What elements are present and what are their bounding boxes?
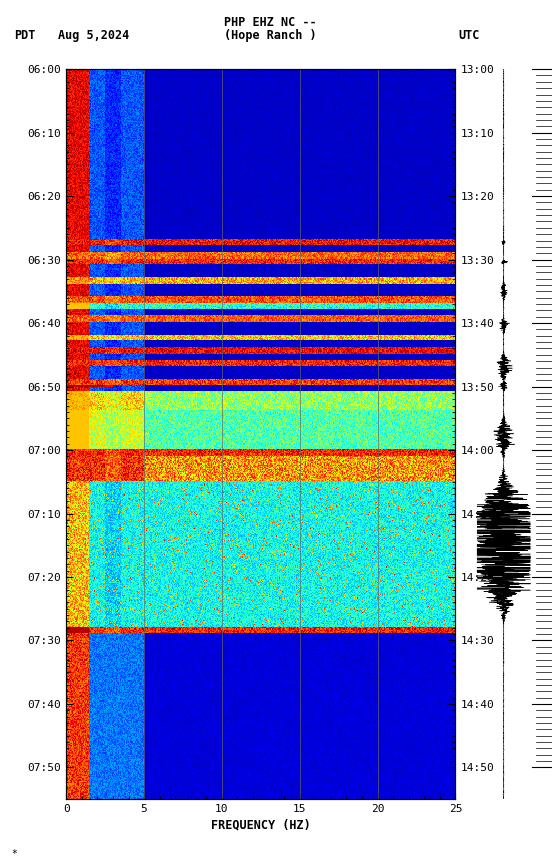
Text: *: * xyxy=(11,849,17,859)
Text: PHP EHZ NC --: PHP EHZ NC -- xyxy=(224,16,317,29)
Text: PDT: PDT xyxy=(14,29,35,41)
X-axis label: FREQUENCY (HZ): FREQUENCY (HZ) xyxy=(211,818,311,831)
Text: (Hope Ranch ): (Hope Ranch ) xyxy=(224,29,317,41)
Text: Aug 5,2024: Aug 5,2024 xyxy=(58,29,129,41)
Text: UTC: UTC xyxy=(458,29,480,41)
